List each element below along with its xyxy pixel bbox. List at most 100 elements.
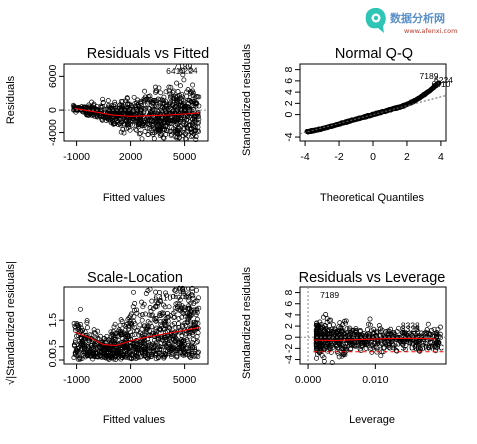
data-point <box>147 341 153 347</box>
data-point <box>189 129 195 135</box>
data-point <box>338 324 344 330</box>
data-point <box>119 106 125 112</box>
data-point <box>166 84 172 90</box>
data-point <box>111 324 117 330</box>
data-point <box>157 335 163 341</box>
data-point <box>103 337 109 343</box>
data-point <box>194 287 199 293</box>
data-point <box>73 350 79 356</box>
data-point <box>191 116 197 122</box>
data-point <box>183 131 189 137</box>
data-point <box>119 102 125 108</box>
data-point <box>175 321 181 327</box>
point-label: 7189 <box>172 284 191 294</box>
data-point <box>182 136 188 142</box>
data-point <box>388 332 394 338</box>
data-point <box>179 306 185 312</box>
data-point <box>340 346 346 352</box>
data-point <box>339 343 345 348</box>
data-point <box>79 327 85 333</box>
data-point <box>377 343 382 349</box>
data-point <box>163 290 169 296</box>
data-point <box>145 319 151 325</box>
data-point <box>191 307 197 313</box>
data-point <box>193 137 199 143</box>
data-point <box>368 337 374 343</box>
data-point <box>344 333 350 339</box>
point-label: 7189 <box>420 71 439 81</box>
x-tick-label: 0.000 <box>295 374 321 386</box>
data-point <box>189 99 195 105</box>
data-point <box>338 328 344 334</box>
x-tick-label: -1000 <box>63 374 90 386</box>
data-point <box>394 348 400 354</box>
data-point <box>142 88 148 94</box>
data-point <box>112 102 118 107</box>
data-point <box>165 333 171 339</box>
data-point <box>158 90 164 96</box>
data-point <box>366 333 372 339</box>
data-point <box>433 348 439 354</box>
y-tick-label: -4 <box>283 132 295 141</box>
y-tick-label: 6 <box>283 78 295 84</box>
panel-scale-location: Scale-Location Fitted values √|Standardi… <box>5 261 209 426</box>
data-point <box>144 96 149 102</box>
data-point <box>148 352 154 358</box>
data-point <box>158 340 164 346</box>
data-point <box>363 345 369 351</box>
data-point <box>164 109 170 115</box>
data-point <box>81 104 87 110</box>
data-point <box>184 93 190 99</box>
data-point <box>179 303 185 309</box>
data-point <box>146 120 152 126</box>
data-point <box>186 294 192 300</box>
data-point <box>194 334 200 339</box>
data-point <box>91 347 97 353</box>
data-point <box>368 340 374 346</box>
data-point <box>116 349 122 355</box>
data-point <box>194 101 200 107</box>
data-point <box>318 338 324 344</box>
data-point <box>105 98 111 104</box>
data-point <box>71 106 77 112</box>
x-tick-label: -1000 <box>63 151 90 163</box>
data-point <box>128 121 133 127</box>
data-point <box>143 327 149 333</box>
panel-3-xlabel: Fitted values <box>103 414 166 426</box>
data-point <box>339 353 345 359</box>
data-point <box>110 348 116 354</box>
qq-reference-line <box>299 94 447 135</box>
data-point <box>334 329 339 335</box>
data-point <box>103 346 109 352</box>
smoother-line <box>74 327 200 346</box>
data-point <box>108 352 114 358</box>
data-point <box>168 346 174 352</box>
data-point <box>72 105 78 111</box>
y-tick-label: 2 <box>283 323 295 329</box>
data-point <box>135 97 141 103</box>
data-point <box>188 89 193 95</box>
data-point <box>110 108 116 114</box>
data-point <box>160 135 166 141</box>
data-point <box>163 89 169 95</box>
y-tick-label: 8 <box>283 67 295 73</box>
data-point <box>165 128 171 134</box>
data-point <box>191 117 197 123</box>
data-point <box>87 351 93 357</box>
point-label: 6224 <box>434 75 453 85</box>
data-point <box>190 293 196 299</box>
data-point <box>177 131 183 137</box>
data-point <box>121 322 127 328</box>
data-point <box>127 318 133 324</box>
data-point <box>149 312 155 318</box>
smoother-line <box>74 107 200 117</box>
point-label: 7189 <box>173 62 192 72</box>
plot-frame <box>299 286 447 365</box>
data-point <box>190 295 196 301</box>
panel-3-ylabel: √|Standardized residuals| <box>5 261 17 385</box>
data-point <box>106 337 112 343</box>
data-point <box>112 99 118 105</box>
data-point <box>163 344 169 349</box>
